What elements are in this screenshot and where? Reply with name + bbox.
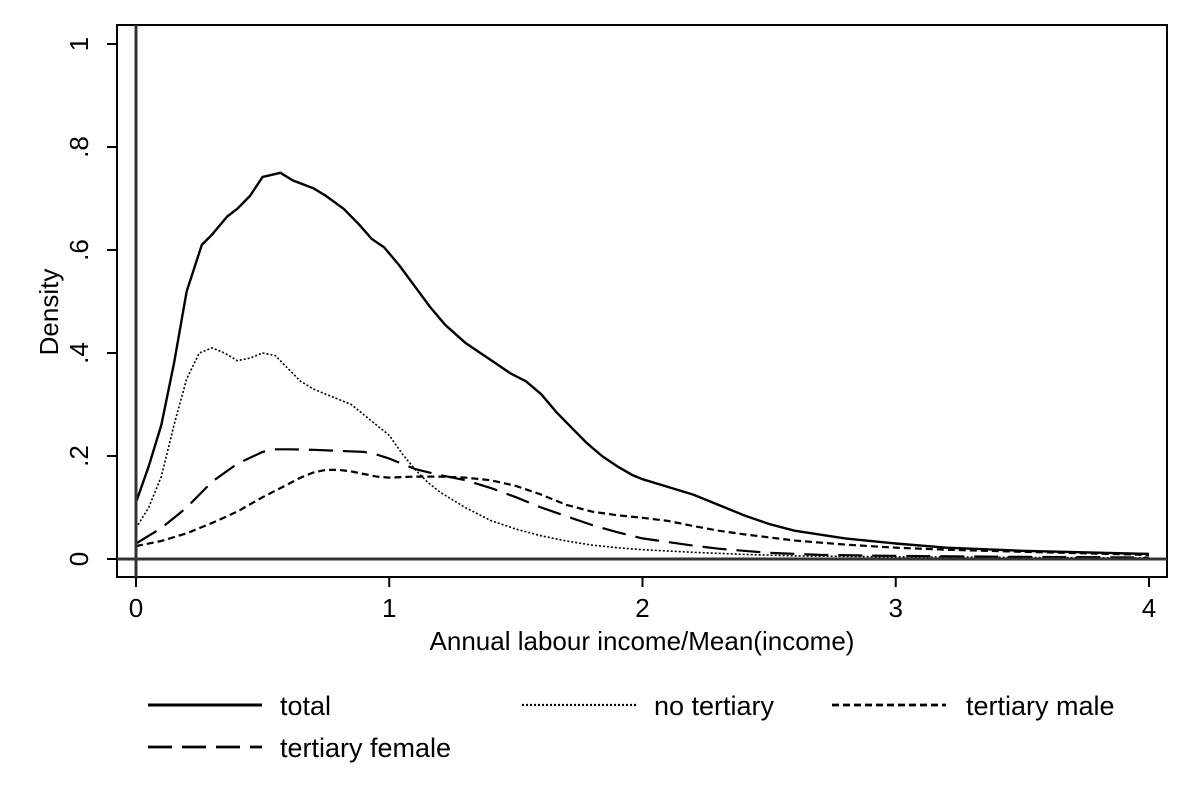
legend: total no tertiary tertiary male tertiary fe… — [148, 691, 1115, 763]
x-axis-title: Annual labour income/Mean(income) — [430, 626, 855, 656]
series-lines — [134, 171, 1150, 559]
x-tick-label: 4 — [1142, 593, 1156, 623]
legend-label: tertiary male — [966, 691, 1115, 721]
legend-label: total — [280, 691, 331, 721]
y-tick-label: .2 — [64, 445, 94, 467]
x-tick-label: 3 — [889, 593, 903, 623]
y-tick-label: .6 — [64, 239, 94, 261]
y-tick-label: .4 — [64, 342, 94, 364]
series-line-total — [134, 171, 1150, 556]
y-axis-title: Density — [34, 269, 64, 356]
legend-label: tertiary female — [280, 733, 451, 763]
series-line-tertiary-female — [135, 448, 1150, 559]
x-tick-label: 1 — [382, 593, 396, 623]
y-tick-label: .8 — [64, 136, 94, 158]
x-tick-label: 0 — [129, 593, 143, 623]
y-axis-ticks: 0 .2 .4 .6 .8 1 — [64, 37, 117, 566]
series-line-no-tertiary — [135, 347, 1150, 559]
plot-frame — [116, 24, 1168, 578]
y-tick-label: 1 — [64, 37, 94, 51]
x-tick-label: 2 — [635, 593, 649, 623]
series-line-tertiary-male — [135, 468, 1150, 556]
x-axis-ticks: 0 1 2 3 4 — [129, 577, 1156, 623]
y-tick-label: 0 — [64, 552, 94, 566]
legend-label: no tertiary — [654, 691, 775, 721]
